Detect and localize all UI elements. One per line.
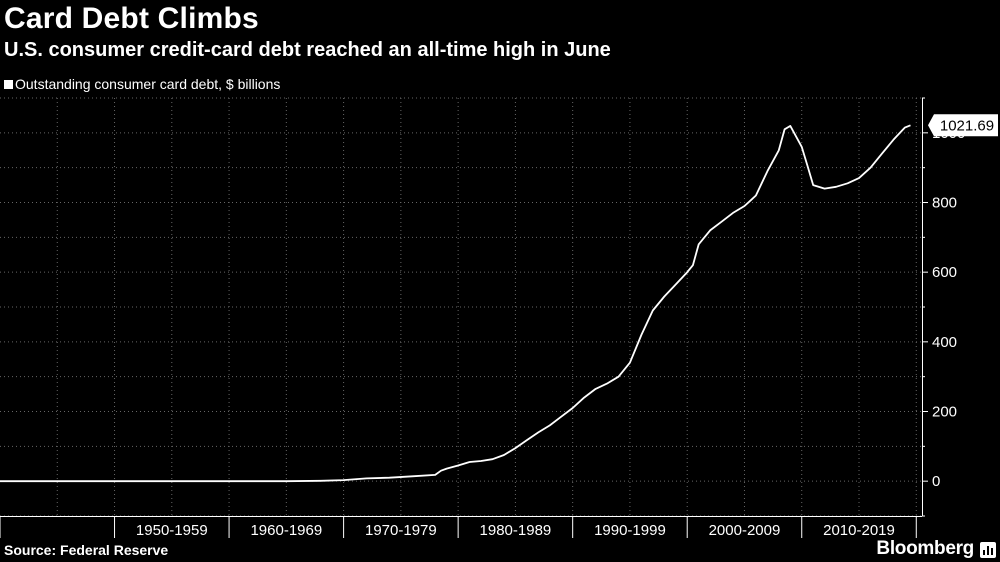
x-tick-label: 2000-2009 — [709, 522, 781, 539]
y-tick-label: 800 — [932, 195, 957, 212]
bloomberg-chart-icon — [980, 542, 996, 558]
y-tick-label: 200 — [932, 404, 957, 421]
last-value-badge — [928, 114, 998, 137]
x-tick-label: 1980-1989 — [480, 522, 552, 539]
legend: Outstanding consumer card debt, $ billio… — [4, 76, 280, 92]
x-tick-label: 1990-1999 — [594, 522, 666, 539]
labels: 020040060080010001950-19591960-19691970-… — [136, 114, 998, 539]
last-value-label: 1021.69 — [940, 117, 994, 134]
legend-label: Outstanding consumer card debt, $ billio… — [15, 76, 281, 92]
source-note: Source: Federal Reserve — [4, 542, 169, 558]
chart-subtitle: U.S. consumer credit-card debt reached a… — [4, 39, 611, 61]
series-line — [0, 124, 911, 483]
y-tick-label: 0 — [932, 473, 940, 490]
brand-logo: Bloomberg — [876, 538, 974, 559]
grid — [0, 97, 922, 517]
legend-swatch — [4, 79, 13, 89]
x-tick-label: 1950-1959 — [136, 522, 208, 539]
x-tick-label: 2010-2019 — [823, 522, 895, 539]
axes — [0, 97, 928, 538]
x-tick-label: 1960-1969 — [250, 522, 322, 539]
y-tick-label: 400 — [932, 334, 957, 351]
chart-title: Card Debt Climbs — [4, 2, 259, 35]
x-tick-label: 1970-1979 — [365, 522, 437, 539]
series-layer — [0, 124, 911, 483]
y-tick-label: 600 — [932, 264, 957, 281]
